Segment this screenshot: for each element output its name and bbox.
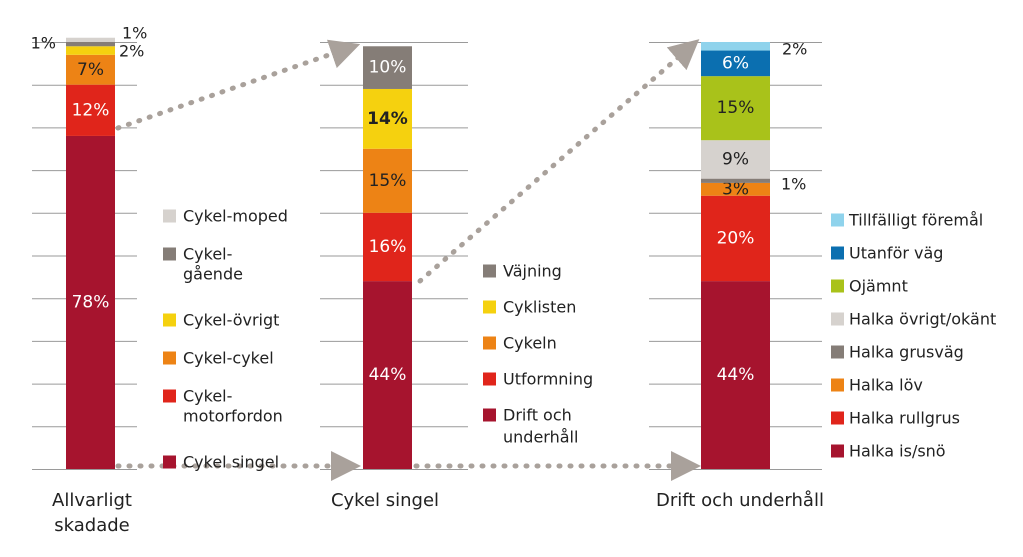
legend-swatch [483, 336, 496, 350]
legend-entry: Utformning [503, 370, 593, 389]
data-label: 2% [782, 40, 807, 59]
data-label: 9% [722, 149, 749, 169]
legend-swatch [831, 246, 844, 260]
bar-segment [363, 88, 412, 149]
chart-2: 44% 16% 15% 14% 10% Cykel singel [331, 46, 439, 511]
legend-entry: Utanför väg [849, 244, 943, 263]
data-label: 16% [369, 237, 407, 257]
bar-segment [363, 281, 412, 469]
legend-entry: Tillfälligt föremål [848, 211, 983, 230]
category-label: skadade [54, 515, 129, 536]
data-label: 1% [122, 24, 147, 43]
data-label: 10% [369, 58, 407, 78]
bar-segment [66, 135, 115, 469]
legend-entry: Drift och [503, 406, 572, 425]
data-label: 78% [72, 292, 110, 312]
bar-segment [701, 178, 770, 183]
data-label: 1% [781, 175, 806, 194]
legend-entry: Halka löv [849, 376, 923, 395]
bar-segment [66, 46, 115, 55]
legend-entry: Halka grusväg [849, 343, 964, 362]
legend-entry: Cykel singel [183, 453, 279, 472]
data-label: 1% [31, 34, 56, 53]
category-label: Drift och underhåll [656, 490, 824, 511]
bar-segment [66, 84, 115, 136]
legend-entry: Cyklisten [503, 298, 576, 317]
legend-swatch [831, 345, 844, 359]
legend-entry: Väjning [503, 262, 562, 281]
bar-segment [701, 281, 770, 469]
legend-entry: Cykel-övrigt [183, 311, 279, 330]
data-label: 44% [369, 365, 407, 385]
legend-2: Väjning Cyklisten Cykeln Utformning Drift oc… [483, 262, 593, 447]
data-label: 6% [722, 53, 749, 73]
flow-arrows [115, 39, 701, 481]
data-label: 20% [717, 228, 755, 248]
bar-segment [363, 46, 412, 89]
legend-swatch [483, 408, 496, 422]
category-label: Cykel singel [331, 490, 439, 511]
legend-swatch [483, 300, 496, 314]
bar-segment [701, 42, 770, 51]
data-label: 14% [367, 109, 408, 129]
legend-swatch [163, 455, 176, 469]
legend-entry: Cykeln [503, 334, 557, 353]
data-label: 7% [77, 60, 104, 80]
legend-swatch [483, 264, 496, 278]
bar-segment [701, 195, 770, 282]
legend-swatch [163, 313, 176, 327]
legend-swatch [483, 372, 496, 386]
legend-entry: Halka rullgrus [849, 409, 960, 428]
bar-segment [66, 54, 115, 85]
legend-swatch [831, 378, 844, 392]
legend-swatch [163, 389, 176, 403]
legend-entry: motorfordon [183, 407, 283, 426]
legend-swatch [831, 444, 844, 458]
legend-swatch [831, 279, 844, 293]
legend-entry: Ojämnt [849, 277, 908, 296]
bar-segment [701, 182, 770, 196]
legend-entry: gående [183, 265, 243, 284]
arrow-to-cykel-singel-top [115, 39, 361, 131]
data-label: 15% [717, 98, 755, 118]
data-label: 15% [369, 171, 407, 191]
legend-entry: Halka övrigt/okänt [849, 310, 996, 329]
legend-entry: Cykel- [183, 387, 232, 406]
data-label: 12% [72, 100, 110, 120]
bar-segment [363, 148, 412, 213]
legend-3: Tillfälligt föremål Utanför väg Ojämnt Halk… [831, 211, 996, 461]
bar-segment [701, 76, 770, 141]
bar-segment [701, 50, 770, 77]
legend-swatch [831, 312, 844, 326]
legend-swatch [163, 247, 176, 261]
arrow-to-drift-top [417, 39, 700, 284]
bar-segment [66, 42, 115, 47]
data-label: 3% [722, 179, 749, 199]
data-label: 2% [119, 42, 144, 61]
legend-swatch [163, 209, 176, 223]
legend-entry: Cykel- [183, 245, 232, 264]
bar-segment [66, 37, 115, 42]
chart-3: 44% 20% 3% 1% 9% 15% 6% 2% Drift och underhåll [656, 40, 824, 512]
legend-swatch [831, 411, 844, 425]
legend-swatch [831, 213, 844, 227]
legend-1: Cykel-moped Cykel-gående Cykel-övrigt Cykel… [163, 207, 288, 472]
bar-segment [701, 140, 770, 179]
bar-segment [363, 212, 412, 282]
legend-entry: Halka is/snö [849, 442, 946, 461]
legend-entry: underhåll [503, 428, 578, 447]
data-label: 44% [717, 365, 755, 385]
legend-swatch [163, 351, 176, 365]
legend-entry: Cykel-cykel [183, 349, 274, 368]
legend-entry: Cykel-moped [183, 207, 288, 226]
category-label: Allvarligt [52, 490, 132, 511]
